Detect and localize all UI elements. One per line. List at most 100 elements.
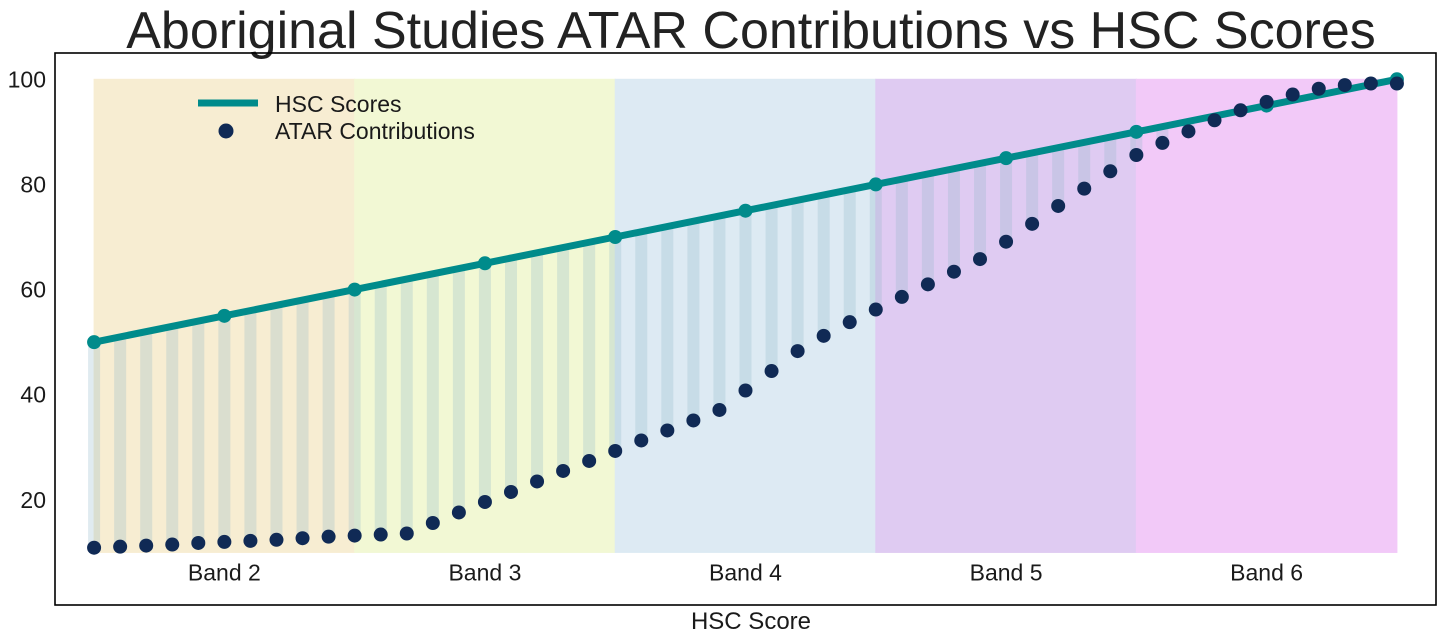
atar-contribution-point [1285, 87, 1300, 102]
gap-stripe [192, 321, 205, 543]
atar-contribution-point [1337, 78, 1352, 93]
atar-contribution-point [1129, 147, 1144, 162]
y-tick-label: 20 [20, 487, 46, 513]
gap-stripe [1104, 137, 1117, 172]
hsc-score-point [217, 308, 232, 323]
gap-stripe [1026, 152, 1039, 224]
atar-contribution-point [503, 484, 518, 499]
atar-contribution-point [686, 413, 701, 428]
atar-contribution-point [999, 234, 1014, 249]
y-tick-label: 100 [8, 66, 46, 92]
gap-stripe [583, 242, 596, 461]
band-label-band-6: Band 6 [1230, 559, 1303, 585]
gap-stripe [635, 231, 648, 441]
gap-stripe [426, 273, 439, 523]
atar-contribution-point [347, 528, 362, 543]
gap-stripe [713, 215, 726, 410]
gap-stripe [166, 326, 179, 545]
legend-dot-swatch [218, 123, 234, 139]
y-axis-ticks: 20 40 60 80 100 [8, 66, 46, 513]
gap-stripe [895, 179, 908, 297]
band-label-band-3: Band 3 [448, 559, 521, 585]
gap-stripe [348, 289, 361, 536]
atar-contribution-point [373, 527, 388, 542]
gap-stripe [921, 173, 934, 285]
atar-contribution-point [1363, 76, 1378, 91]
atar-contribution-point [295, 531, 310, 546]
legend: HSC Scores ATAR Contributions [198, 91, 475, 144]
y-tick-label: 40 [20, 382, 46, 408]
gap-stripe [452, 268, 465, 513]
atar-contribution-point [1025, 216, 1040, 231]
atar-contribution-point [738, 383, 753, 398]
atar-contribution-point [217, 534, 232, 549]
gap-stripe [374, 284, 387, 535]
hsc-score-point [1129, 124, 1144, 139]
gap-stripe [88, 342, 101, 548]
gap-stripe [609, 237, 622, 451]
y-tick-label: 60 [20, 277, 46, 303]
atar-contribution-point [191, 535, 206, 550]
band-region-band-6 [1135, 78, 1398, 553]
atar-contribution-point [634, 433, 649, 448]
atar-contribution-point [1233, 103, 1248, 118]
atar-contribution-point [1259, 94, 1274, 109]
gap-stripe [400, 279, 413, 534]
band-labels: Band 2 Band 3 Band 4 Band 5 Band 6 [188, 559, 1303, 585]
atar-contribution-point [920, 277, 935, 292]
band-region-band-3 [354, 78, 616, 553]
hsc-score-point [999, 151, 1014, 166]
gap-stripe [817, 194, 830, 336]
gap-stripe [765, 205, 778, 372]
band-label-band-5: Band 5 [970, 559, 1043, 585]
gap-stripe [557, 247, 570, 471]
atar-contribution-point [660, 423, 675, 438]
atar-contribution-point [946, 264, 961, 279]
gap-stripe [531, 252, 544, 482]
atar-contribution-point [790, 344, 805, 359]
atar-contribution-point [894, 289, 909, 304]
legend-label-hsc: HSC Scores [275, 91, 402, 117]
atar-contribution-point [868, 302, 883, 317]
gap-stripe [296, 300, 309, 539]
atar-contribution-point [1207, 113, 1222, 128]
hsc-scores-series [87, 72, 1404, 350]
gap-stripe [869, 184, 882, 310]
atar-contribution-point [477, 494, 492, 509]
atar-contribution-point [816, 328, 831, 343]
x-axis-label: HSC Score [691, 608, 811, 635]
atar-contribution-point [1077, 181, 1092, 196]
gap-stripe [114, 336, 127, 547]
atar-contribution-point [556, 463, 571, 478]
hsc-score-point [868, 177, 883, 192]
gap-stripe [478, 263, 491, 502]
atar-contribution-point [582, 453, 597, 468]
atar-contribution-point [451, 505, 466, 520]
gap-stripe [218, 315, 231, 542]
atar-contribution-point [764, 364, 779, 379]
hsc-score-point [347, 282, 362, 297]
y-tick-label: 80 [20, 171, 46, 197]
band-region-band-5 [875, 78, 1137, 553]
atar-contribution-point [1389, 76, 1404, 91]
gap-stripe [270, 305, 283, 540]
gap-stripe [739, 210, 752, 391]
gap-stripe [1000, 158, 1013, 242]
chart-title: Aboriginal Studies ATAR Contributions vs… [126, 2, 1376, 60]
atar-contribution-point [425, 515, 440, 530]
hsc-score-point [608, 230, 623, 244]
atar-contribution-point [243, 533, 258, 548]
hsc-score-point [477, 256, 492, 271]
atar-contribution-point [1311, 81, 1326, 96]
atar-contribution-point [139, 538, 154, 553]
atar-contribution-point [1051, 198, 1066, 213]
legend-label-atar: ATAR Contributions [275, 118, 475, 144]
gap-stripe [140, 331, 153, 546]
atar-contribution-point [1103, 164, 1118, 179]
hsc-score-point [87, 335, 102, 350]
atar-contribution-point [1181, 124, 1196, 139]
band-label-band-2: Band 2 [188, 559, 261, 585]
gap-stripe [947, 168, 960, 272]
atar-contribution-point [269, 532, 284, 547]
